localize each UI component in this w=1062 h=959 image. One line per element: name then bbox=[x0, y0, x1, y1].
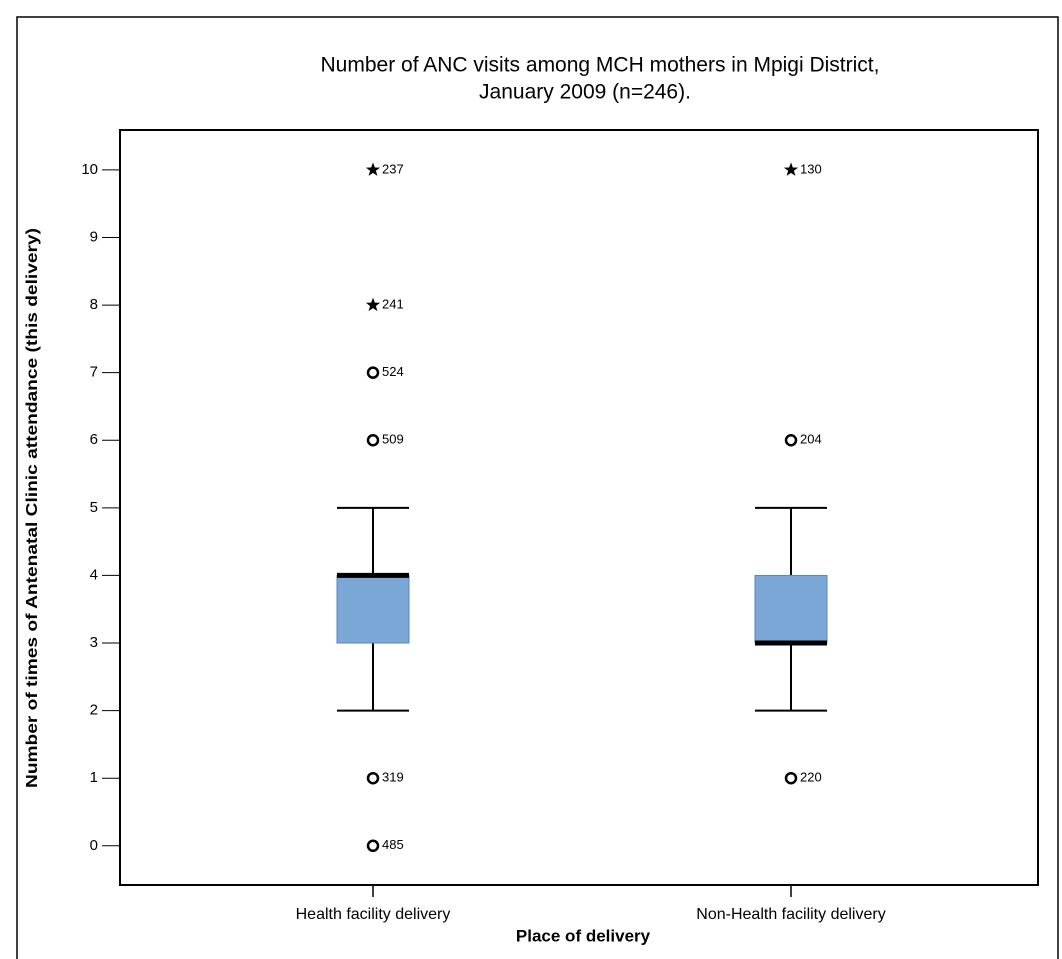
plot-area bbox=[119, 129, 1039, 886]
y-axis-label: Number of times of Antenatal Clinic atte… bbox=[24, 228, 41, 788]
outlier-label: 237 bbox=[382, 161, 404, 176]
y-tick-label: 1 bbox=[90, 769, 98, 786]
outlier-label: 220 bbox=[800, 770, 822, 785]
frame bbox=[16, 16, 1059, 959]
y-tick-label: 6 bbox=[90, 431, 98, 448]
y-tick-label: 8 bbox=[90, 296, 98, 313]
outlier-label: 485 bbox=[382, 837, 404, 852]
y-tick-label: 9 bbox=[90, 228, 98, 245]
extreme-point bbox=[783, 162, 799, 176]
outlier-label: 130 bbox=[800, 161, 822, 176]
x-tick-label: Non-Health facility delivery bbox=[696, 906, 885, 923]
outlier-label: 524 bbox=[382, 364, 404, 379]
extreme-point bbox=[365, 162, 381, 176]
outlier-point bbox=[366, 433, 380, 447]
outlier-label: 319 bbox=[382, 770, 404, 785]
outlier-point bbox=[366, 366, 380, 379]
y-tick-label: 3 bbox=[90, 634, 98, 651]
outlier-point bbox=[366, 771, 380, 785]
outlier-label: 509 bbox=[382, 432, 404, 447]
outlier-label: 241 bbox=[382, 297, 404, 312]
y-tick-label: 7 bbox=[90, 364, 98, 381]
chart-title: January 2009 (n=246). bbox=[479, 81, 691, 104]
outlier-point bbox=[784, 771, 798, 785]
extreme-point bbox=[365, 297, 381, 312]
y-tick-label: 5 bbox=[90, 499, 98, 516]
y-tick-label: 0 bbox=[90, 837, 98, 854]
x-axis-label: Place of delivery bbox=[516, 926, 651, 945]
box bbox=[754, 574, 828, 644]
y-tick-label: 4 bbox=[90, 566, 98, 583]
y-tick-label: 10 bbox=[81, 161, 98, 178]
outlier-point bbox=[784, 433, 798, 447]
outlier-point bbox=[366, 839, 380, 853]
chart-title: Number of ANC visits among MCH mothers i… bbox=[321, 54, 880, 77]
box bbox=[336, 574, 410, 644]
x-tick-label: Health facility delivery bbox=[296, 906, 451, 923]
outlier-label: 204 bbox=[800, 432, 822, 447]
y-tick-label: 2 bbox=[90, 702, 98, 719]
